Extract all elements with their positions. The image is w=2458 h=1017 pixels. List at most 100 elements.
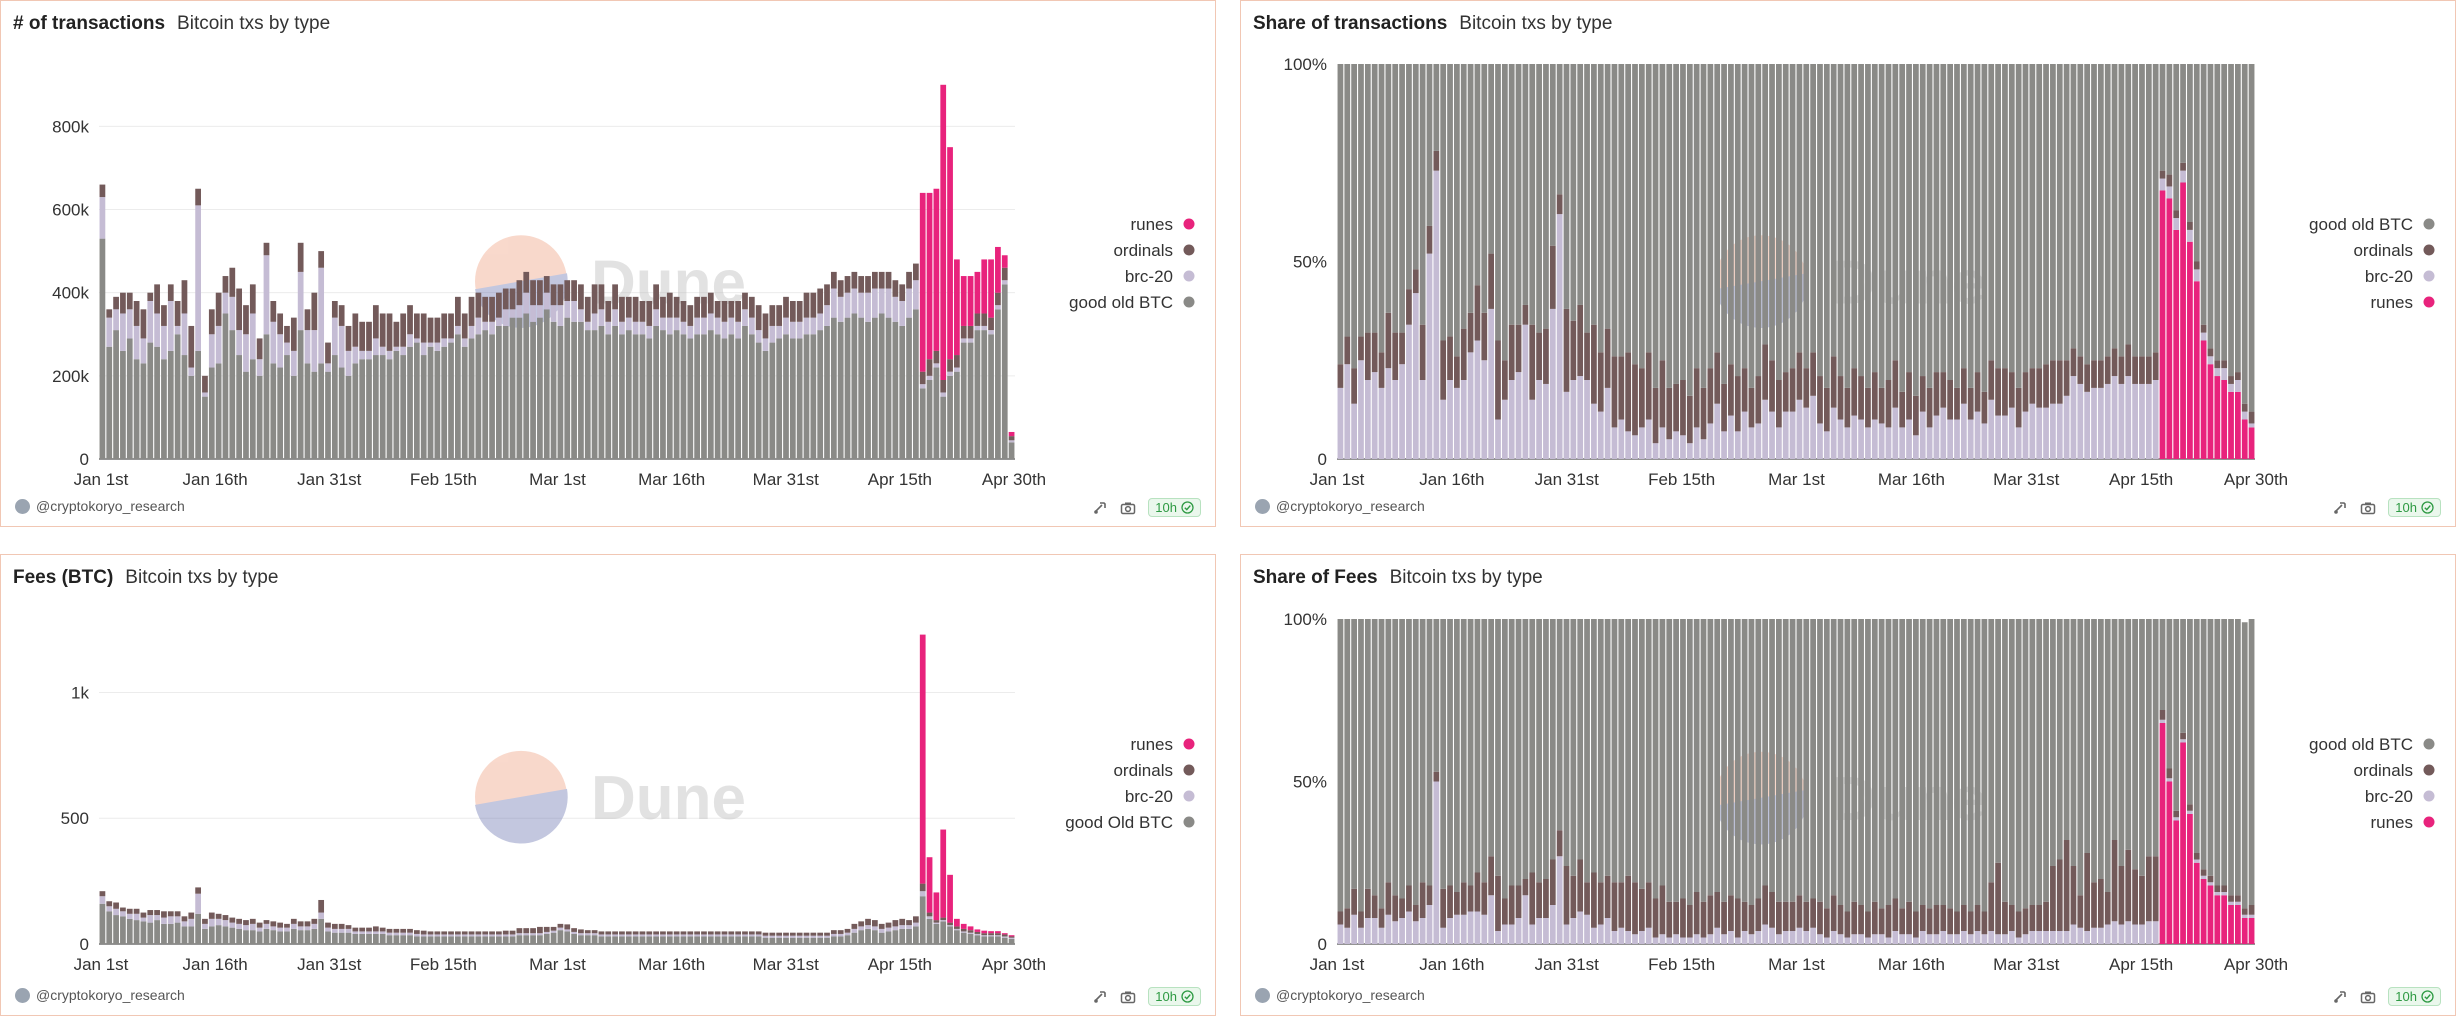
author-label[interactable]: @cryptokoryo_research <box>1276 987 1425 1003</box>
bar-brc-20 <box>707 313 714 331</box>
share-icon[interactable] <box>2332 989 2348 1005</box>
bar-ordinals <box>913 916 919 923</box>
bar-ordinals <box>1721 383 1727 432</box>
refresh-badge[interactable]: 10h <box>1148 987 1201 1006</box>
bar-ordinals <box>844 928 851 933</box>
bar-ordinals <box>1001 934 1008 937</box>
bar-ordinals <box>99 184 106 198</box>
bar-good-old-btc <box>2070 619 2077 866</box>
bar-good-old-btc <box>2056 64 2063 361</box>
bar-brc-20 <box>366 350 372 360</box>
bar-ordinals <box>776 932 783 936</box>
bar-good-old-btc <box>619 936 625 944</box>
bar-ordinals <box>1700 387 1707 440</box>
bar-brc-20 <box>407 334 413 347</box>
bar-ordinals <box>2145 856 2152 922</box>
bar-ordinals <box>461 931 468 935</box>
bar-good-old-btc <box>1508 619 1515 886</box>
bar-ordinals <box>126 908 133 914</box>
bar-brc-20 <box>1673 431 1679 459</box>
bar-good-old-btc <box>1947 64 1954 380</box>
author-label[interactable]: @cryptokoryo_research <box>1276 498 1425 514</box>
bar-brc-20 <box>2050 403 2056 459</box>
bar-ordinals <box>1495 340 1501 420</box>
refresh-badge[interactable]: 10h <box>1148 498 1201 517</box>
bar-ordinals <box>523 928 530 934</box>
bar-good-old-btc <box>2200 619 2207 870</box>
bar-good-old-btc <box>1803 619 1810 902</box>
refresh-badge[interactable]: 10h <box>2388 498 2441 517</box>
bar-brc-20 <box>769 325 776 343</box>
share-icon[interactable] <box>1092 500 1108 516</box>
bar-ordinals <box>694 931 700 935</box>
bar-ordinals <box>1618 356 1625 420</box>
bar-runes <box>2166 781 2173 944</box>
bar-good-old-btc <box>530 321 536 459</box>
bar-brc-20 <box>174 916 181 923</box>
bar-good-old-btc <box>660 936 666 944</box>
bar-ordinals <box>236 918 242 924</box>
bar-ordinals <box>413 313 420 339</box>
bar-good-old-btc <box>1632 619 1638 883</box>
bar-good-old-btc <box>441 346 448 459</box>
bar-good-old-btc <box>1364 64 1371 333</box>
bar-good-old-btc <box>1974 619 1981 905</box>
bar-ordinals <box>591 930 598 934</box>
bar-ordinals <box>1584 332 1590 380</box>
bar-brc-20 <box>2036 931 2043 944</box>
bar-ordinals <box>892 280 899 297</box>
share-icon[interactable] <box>2332 500 2348 516</box>
bar-brc-20 <box>591 313 598 331</box>
bar-ordinals <box>543 926 550 932</box>
bar-ordinals <box>1707 368 1714 424</box>
bar-ordinals <box>270 301 277 322</box>
bar-ordinals <box>789 932 796 936</box>
bar-brc-20 <box>516 933 523 936</box>
bar-brc-20 <box>1638 931 1645 944</box>
bar-ordinals <box>1508 324 1515 380</box>
camera-icon[interactable] <box>1120 989 1136 1005</box>
bar-good-old-btc <box>2084 64 2091 365</box>
bar-good-old-btc <box>2139 64 2145 357</box>
author-label[interactable]: @cryptokoryo_research <box>36 498 185 514</box>
bar-brc-20 <box>1645 419 1652 459</box>
bar-good-old-btc <box>1988 64 1995 361</box>
bar-ordinals <box>1693 368 1700 428</box>
bar-good-old-btc <box>1865 64 1871 388</box>
bar-brc-20 <box>1378 387 1385 459</box>
bar-ordinals <box>2139 875 2145 925</box>
bar-ordinals <box>1543 879 1549 918</box>
bar-ordinals <box>2152 352 2159 380</box>
bar-good-old-btc <box>2070 64 2077 349</box>
bar-good-old-btc <box>1570 64 1577 321</box>
bar-good-old-btc <box>632 334 639 459</box>
bar-ordinals <box>509 288 516 310</box>
camera-icon[interactable] <box>1120 500 1136 516</box>
bar-ordinals <box>195 887 201 894</box>
bar-brc-20 <box>673 317 680 331</box>
bar-ordinals <box>263 242 270 256</box>
bar-ordinals <box>1378 908 1385 928</box>
bar-good-old-btc <box>1001 937 1008 944</box>
bar-brc-20 <box>1995 934 2001 944</box>
camera-icon[interactable] <box>2360 989 2376 1005</box>
bar-brc-20 <box>1734 937 1741 944</box>
refresh-badge[interactable]: 10h <box>2388 987 2441 1006</box>
bar-brc-20 <box>926 916 933 919</box>
bar-ordinals <box>1344 336 1351 365</box>
bar-ordinals <box>1604 875 1611 918</box>
bar-ordinals <box>147 910 154 916</box>
bar-good-old-btc <box>318 918 325 944</box>
bar-ordinals <box>1803 901 1810 931</box>
bar-good-old-btc <box>140 921 147 944</box>
camera-icon[interactable] <box>2360 500 2376 516</box>
author-label[interactable]: @cryptokoryo_research <box>36 987 185 1003</box>
bar-brc-20 <box>489 934 495 937</box>
bar-good-old-btc <box>181 355 188 459</box>
bar-good-old-btc <box>1817 64 1823 377</box>
share-icon[interactable] <box>1092 989 1108 1005</box>
bar-ordinals <box>1919 376 1926 412</box>
bar-good-old-btc <box>1714 619 1721 892</box>
bar-good-old-btc <box>701 334 707 459</box>
bar-ordinals <box>1638 888 1645 931</box>
